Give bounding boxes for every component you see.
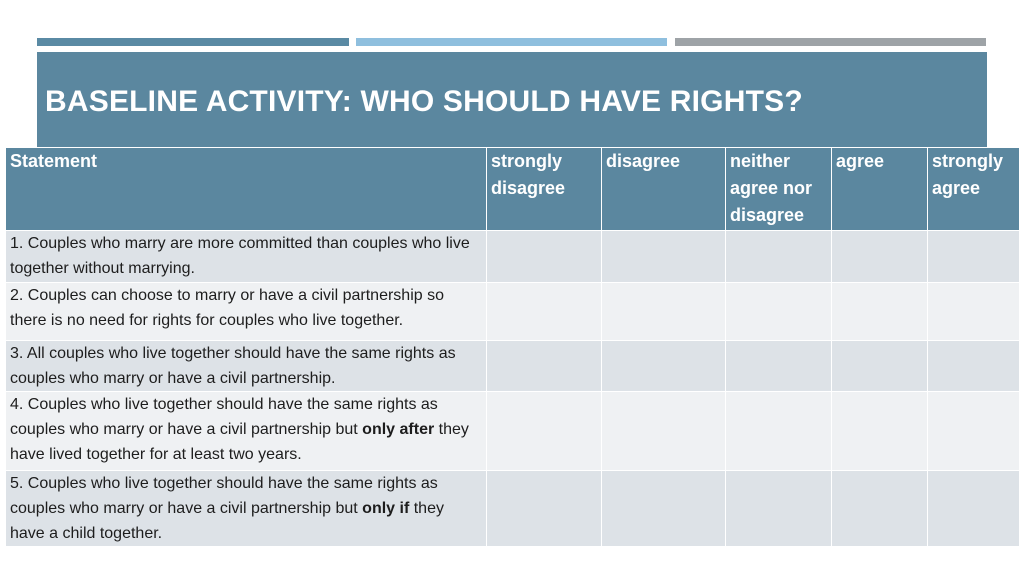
response-cell-strongly-agree[interactable] <box>927 230 1020 283</box>
survey-table: Statement strongly disagree disagree nei… <box>5 147 1020 547</box>
response-cell-strongly-agree[interactable] <box>927 282 1020 341</box>
header-agree: agree <box>831 147 928 231</box>
response-cell-neither[interactable] <box>725 282 832 341</box>
header-disagree: disagree <box>601 147 726 231</box>
response-cell-strongly-agree[interactable] <box>927 391 1020 471</box>
response-cell-neither[interactable] <box>725 470 832 547</box>
response-cell-disagree[interactable] <box>601 470 726 547</box>
response-cell-strongly-disagree[interactable] <box>486 340 602 392</box>
statement-cell: 4. Couples who live together should have… <box>5 391 487 471</box>
header-strongly-agree: strongly agree <box>927 147 1020 231</box>
statement-text: 3. All couples who live together should … <box>10 345 456 387</box>
statement-text: 4. Couples who live together should have… <box>10 396 438 438</box>
response-cell-agree[interactable] <box>831 470 928 547</box>
response-cell-strongly-disagree[interactable] <box>486 470 602 547</box>
table-row: 4. Couples who live together should have… <box>5 391 1020 471</box>
response-cell-agree[interactable] <box>831 230 928 283</box>
response-cell-strongly-agree[interactable] <box>927 340 1020 392</box>
accent-bar-2 <box>356 38 667 46</box>
response-cell-disagree[interactable] <box>601 391 726 471</box>
response-cell-strongly-disagree[interactable] <box>486 282 602 341</box>
table-row: 3. All couples who live together should … <box>5 340 1020 392</box>
header-statement: Statement <box>5 147 487 231</box>
response-cell-agree[interactable] <box>831 391 928 471</box>
table-row: 1. Couples who marry are more committed … <box>5 230 1020 283</box>
table-row: 2. Couples can choose to marry or have a… <box>5 282 1020 341</box>
page-title: BASELINE ACTIVITY: WHO SHOULD HAVE RIGHT… <box>45 85 803 118</box>
statement-cell: 1. Couples who marry are more committed … <box>5 230 487 283</box>
response-cell-agree[interactable] <box>831 340 928 392</box>
response-cell-neither[interactable] <box>725 391 832 471</box>
statement-emphasis: only after <box>362 421 435 438</box>
statement-text-end: they have lived together for at least tw… <box>10 421 469 463</box>
statement-cell: 3. All couples who live together should … <box>5 340 487 392</box>
statement-text: 1. Couples who marry are more committed … <box>10 235 470 277</box>
response-cell-disagree[interactable] <box>601 282 726 341</box>
response-cell-agree[interactable] <box>831 282 928 341</box>
response-cell-strongly-agree[interactable] <box>927 470 1020 547</box>
header-strongly-disagree: strongly disagree <box>486 147 602 231</box>
accent-bar-3 <box>675 38 986 46</box>
response-cell-strongly-disagree[interactable] <box>486 391 602 471</box>
response-cell-neither[interactable] <box>725 340 832 392</box>
response-cell-neither[interactable] <box>725 230 832 283</box>
response-cell-strongly-disagree[interactable] <box>486 230 602 283</box>
statement-text: 2. Couples can choose to marry or have a… <box>10 287 444 329</box>
statement-cell: 5. Couples who live together should have… <box>5 470 487 547</box>
title-band: BASELINE ACTIVITY: WHO SHOULD HAVE RIGHT… <box>37 52 987 148</box>
response-cell-disagree[interactable] <box>601 340 726 392</box>
table-row: 5. Couples who live together should have… <box>5 470 1020 547</box>
statement-text: 5. Couples who live together should have… <box>10 475 438 517</box>
header-neither: neither agree nor disagree <box>725 147 832 231</box>
statement-cell: 2. Couples can choose to marry or have a… <box>5 282 487 341</box>
table-header-row: Statement strongly disagree disagree nei… <box>5 147 1020 231</box>
response-cell-disagree[interactable] <box>601 230 726 283</box>
statement-text-end: they have a child together. <box>10 500 444 542</box>
statement-emphasis: only if <box>362 500 410 517</box>
accent-bar-1 <box>37 38 349 46</box>
